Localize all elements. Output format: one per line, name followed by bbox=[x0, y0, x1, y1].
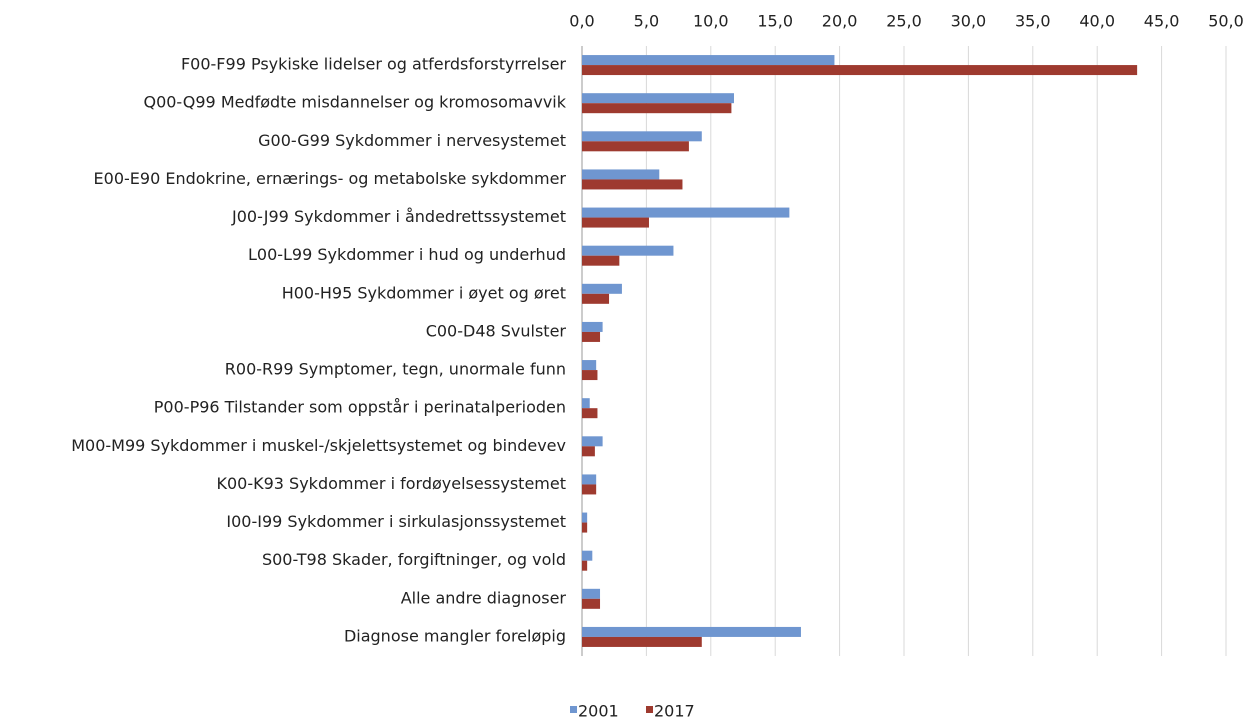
bar bbox=[582, 93, 734, 104]
y-tick-label: F00-F99 Psykiske lidelser og atferdsfors… bbox=[181, 55, 566, 74]
bar bbox=[582, 245, 674, 256]
bar bbox=[582, 626, 801, 637]
bar bbox=[582, 141, 689, 152]
bar bbox=[582, 636, 702, 647]
legend-label: 2001 bbox=[578, 702, 619, 720]
y-tick-label: H00-H95 Sykdommer i øyet og øret bbox=[282, 283, 566, 302]
legend-label: 2017 bbox=[654, 702, 695, 720]
bar bbox=[582, 169, 660, 180]
y-tick-label: C00-D48 Svulster bbox=[426, 321, 567, 340]
y-tick-label: S00-T98 Skader, forgiftninger, og vold bbox=[262, 550, 566, 569]
bar bbox=[582, 103, 732, 114]
bar bbox=[582, 207, 790, 218]
bar bbox=[582, 484, 597, 495]
bar bbox=[582, 560, 588, 571]
y-tick-label: Alle andre diagnoser bbox=[401, 588, 567, 607]
bar bbox=[582, 522, 588, 533]
bar bbox=[582, 55, 835, 66]
bar bbox=[582, 474, 597, 485]
legend-swatch bbox=[646, 706, 653, 713]
y-tick-label: E00-E90 Endokrine, ernærings- og metabol… bbox=[94, 169, 567, 188]
x-tick-label: 45,0 bbox=[1144, 12, 1180, 31]
x-tick-label: 40,0 bbox=[1079, 12, 1115, 31]
bar bbox=[582, 512, 588, 523]
x-tick-label: 20,0 bbox=[822, 12, 858, 31]
y-tick-label: K00-K93 Sykdommer i fordøyelsessystemet bbox=[216, 474, 566, 493]
bar bbox=[582, 598, 601, 609]
bar bbox=[582, 436, 603, 447]
y-tick-label: Q00-Q99 Medfødte misdannelser og kromoso… bbox=[143, 93, 566, 112]
bar bbox=[582, 179, 683, 190]
bar bbox=[582, 550, 593, 561]
x-tick-label: 30,0 bbox=[951, 12, 987, 31]
y-tick-label: L00-L99 Sykdommer i hud og underhud bbox=[248, 245, 566, 264]
x-tick-label: 25,0 bbox=[886, 12, 922, 31]
bar bbox=[582, 331, 601, 342]
x-tick-label: 0,0 bbox=[569, 12, 594, 31]
y-tick-label: Diagnose mangler foreløpig bbox=[344, 626, 566, 645]
bar bbox=[582, 408, 598, 419]
bar bbox=[582, 131, 702, 142]
bar bbox=[582, 321, 603, 332]
bar bbox=[582, 65, 1138, 76]
bar bbox=[582, 293, 610, 304]
x-tick-label: 15,0 bbox=[757, 12, 793, 31]
x-tick-label: 35,0 bbox=[1015, 12, 1051, 31]
y-tick-label: R00-R99 Symptomer, tegn, unormale funn bbox=[225, 360, 566, 379]
x-tick-label: 50,0 bbox=[1208, 12, 1244, 31]
y-tick-label: P00-P96 Tilstander som oppstår i perinat… bbox=[154, 398, 566, 417]
y-tick-label: J00-J99 Sykdommer i åndedrettssystemet bbox=[231, 207, 566, 226]
y-tick-label: G00-G99 Sykdommer i nervesystemet bbox=[258, 131, 566, 150]
bar bbox=[582, 283, 622, 294]
legend-swatch bbox=[570, 706, 577, 713]
y-tick-label: I00-I99 Sykdommer i sirkulasjonssystemet bbox=[226, 512, 566, 531]
bar bbox=[582, 588, 601, 599]
bar bbox=[582, 360, 597, 371]
y-tick-label: M00-M99 Sykdommer i muskel-/skjelettsyst… bbox=[71, 436, 566, 455]
bar bbox=[582, 255, 620, 266]
bar bbox=[582, 446, 595, 457]
bar bbox=[582, 370, 598, 381]
bar bbox=[582, 217, 649, 228]
bar bbox=[582, 398, 590, 409]
x-tick-label: 10,0 bbox=[693, 12, 729, 31]
x-tick-label: 5,0 bbox=[634, 12, 659, 31]
